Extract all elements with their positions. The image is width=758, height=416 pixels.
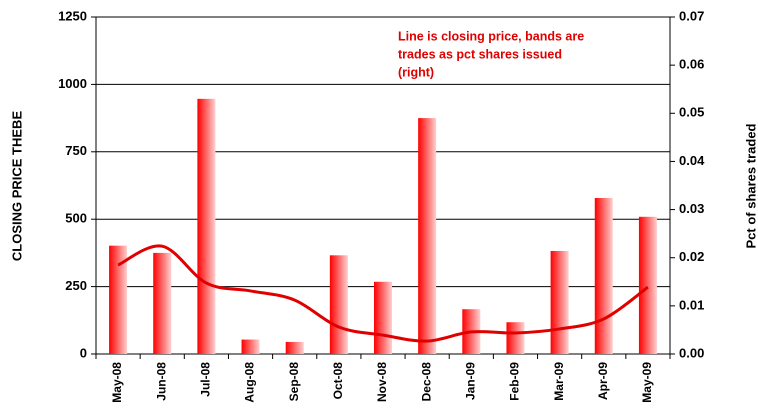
bar: [638, 216, 657, 354]
bar: [374, 281, 392, 354]
y2-tick-label: 0.04: [679, 153, 705, 168]
y2-tick-label: 0.00: [679, 345, 704, 360]
y-tick-label: 500: [65, 211, 87, 226]
bar: [329, 255, 348, 354]
x-tick-label: Sep-08: [287, 362, 301, 402]
y2-tick-label: 0.07: [679, 8, 704, 23]
x-tick-label: Dec-08: [419, 362, 433, 402]
bar: [197, 98, 216, 354]
bar: [109, 245, 128, 354]
bar: [153, 252, 172, 354]
x-tick-label: Feb-09: [508, 362, 522, 401]
x-tick-label: Nov-08: [375, 362, 389, 402]
y2-axis-label: Pct of shares traded: [743, 123, 758, 248]
bar: [418, 118, 437, 354]
bar: [594, 198, 613, 354]
bar: [550, 250, 569, 354]
y-tick-label: 1250: [58, 8, 87, 23]
x-tick-label: Jul-08: [199, 362, 213, 397]
bar: [241, 339, 260, 354]
bar: [285, 341, 304, 354]
y-tick-label: 1000: [58, 76, 87, 91]
x-tick-label: Oct-08: [331, 362, 345, 400]
x-tick-label: May-08: [110, 362, 124, 403]
x-tick-label: Mar-09: [552, 362, 566, 401]
y2-tick-label: 0.02: [679, 249, 704, 264]
annotation: trades as pct shares issued: [398, 47, 562, 61]
y-tick-label: 250: [65, 278, 87, 293]
x-tick-label: Apr-09: [596, 362, 610, 400]
annotation: (right): [398, 65, 434, 79]
x-tick-label: May-09: [640, 362, 654, 403]
y2-tick-label: 0.05: [679, 105, 704, 120]
x-tick-label: Aug-08: [243, 362, 257, 403]
y-tick-label: 0: [80, 345, 87, 360]
bar: [506, 322, 525, 354]
x-tick-label: Jan-09: [463, 362, 477, 400]
y-axis-label: CLOSING PRICE THEBE: [9, 111, 24, 262]
y-tick-label: 750: [65, 143, 87, 158]
y2-tick-label: 0.01: [679, 297, 704, 312]
annotation: Line is closing price, bands are: [398, 29, 584, 43]
y2-tick-label: 0.03: [679, 201, 704, 216]
y2-tick-label: 0.06: [679, 57, 704, 72]
price-line: [117, 244, 649, 343]
x-tick-label: Jun-08: [154, 362, 168, 401]
